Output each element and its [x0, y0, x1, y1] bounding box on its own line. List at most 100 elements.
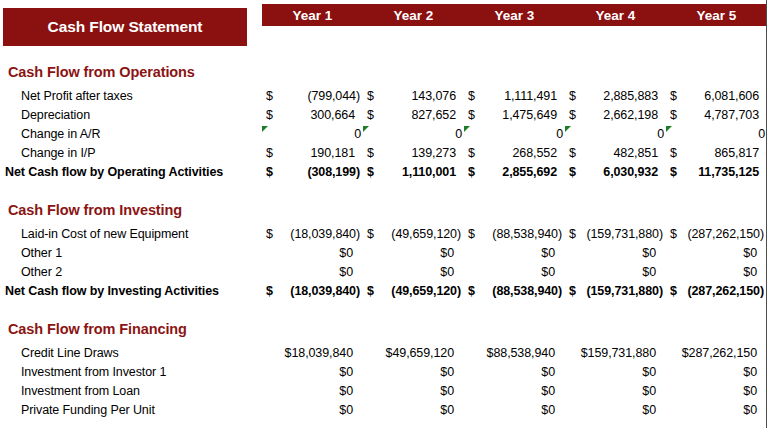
row-label[interactable]: Other 2: [0, 263, 262, 282]
row-label[interactable]: Net Cash flow by Operating Activities: [0, 163, 262, 182]
value-cell[interactable]: $827,652: [363, 106, 464, 125]
row-label[interactable]: Investment from Investor 1: [0, 363, 262, 382]
value-cell[interactable]: $0: [262, 263, 363, 282]
value-cell[interactable]: $0: [565, 401, 666, 420]
table-row: Net Cash flow by Investing Activities$(1…: [0, 282, 767, 301]
value-cell[interactable]: $49,659,120: [363, 344, 464, 363]
value-cell[interactable]: $11,735,125: [666, 163, 767, 182]
value-cell[interactable]: $0: [363, 382, 464, 401]
value-cell[interactable]: 0: [464, 125, 565, 144]
value-cell[interactable]: $0: [565, 363, 666, 382]
row-label[interactable]: Credit Line Draws: [0, 344, 262, 363]
section-header[interactable]: Cash Flow from Investing: [0, 200, 767, 221]
value-cell[interactable]: $2,855,692: [464, 163, 565, 182]
value-cell[interactable]: $482,851: [565, 144, 666, 163]
error-indicator-icon: [262, 126, 268, 132]
value-cell[interactable]: $287,262,150: [666, 344, 767, 363]
value-cell[interactable]: 0: [363, 125, 464, 144]
value-cell[interactable]: $0: [666, 363, 767, 382]
cell-value: (49,659,120): [391, 282, 461, 301]
value-cell[interactable]: $88,538,940: [464, 344, 565, 363]
value-cell[interactable]: 0: [565, 125, 666, 144]
value-cell[interactable]: $0: [464, 244, 565, 263]
value-cell[interactable]: $(18,039,840): [262, 282, 363, 301]
value-cell[interactable]: $0: [666, 263, 767, 282]
value-cell[interactable]: $0: [464, 363, 565, 382]
currency-symbol: $: [468, 282, 475, 301]
value-cell[interactable]: $0: [565, 244, 666, 263]
value-cell[interactable]: $143,076: [363, 87, 464, 106]
value-cell[interactable]: $0: [565, 382, 666, 401]
value-cell[interactable]: $0: [666, 401, 767, 420]
value-cell[interactable]: $268,552: [464, 144, 565, 163]
value-cell[interactable]: $0: [363, 401, 464, 420]
row-label[interactable]: Net Cash flow by Investing Activities: [0, 282, 262, 301]
cell-value: 268,552: [513, 144, 558, 163]
value-cell[interactable]: 0: [666, 125, 767, 144]
value-cell[interactable]: $(287,262,150): [666, 225, 767, 244]
value-cell[interactable]: $(18,039,840): [262, 225, 363, 244]
value-cell[interactable]: $0: [363, 244, 464, 263]
value-cell[interactable]: $865,817: [666, 144, 767, 163]
value-cell[interactable]: $0: [262, 401, 363, 420]
cell-value: 139,273: [412, 144, 457, 163]
row-label[interactable]: Other 1: [0, 244, 262, 263]
value-cell[interactable]: $0: [464, 382, 565, 401]
value-cell[interactable]: $0: [666, 382, 767, 401]
sections: Cash Flow from Operations Net Profit afte…: [0, 62, 767, 420]
value-cell[interactable]: $2,662,198: [565, 106, 666, 125]
value-cell[interactable]: $(88,538,940): [464, 225, 565, 244]
cell-value: (88,538,940): [492, 282, 562, 301]
value-cell[interactable]: $(49,659,120): [363, 225, 464, 244]
cell-value: 6,081,606: [704, 87, 759, 106]
value-cell[interactable]: $0: [262, 382, 363, 401]
value-cell[interactable]: $0: [565, 263, 666, 282]
row-label[interactable]: Investment from Loan: [0, 382, 262, 401]
value-cell[interactable]: 0: [262, 125, 363, 144]
section-header[interactable]: Cash Flow from Financing: [0, 319, 767, 340]
value-cell[interactable]: $(49,659,120): [363, 282, 464, 301]
value-cell[interactable]: $1,111,491: [464, 87, 565, 106]
value-cell[interactable]: $1,110,001: [363, 163, 464, 182]
value-cell[interactable]: $(799,044): [262, 87, 363, 106]
currency-symbol: $: [569, 106, 576, 125]
value-cell[interactable]: $1,475,649: [464, 106, 565, 125]
row-label[interactable]: Net Profit after taxes: [0, 87, 262, 106]
value-cell[interactable]: $190,181: [262, 144, 363, 163]
column-header-year-1[interactable]: Year 1: [262, 4, 363, 26]
value-cell[interactable]: $18,039,840: [262, 344, 363, 363]
currency-symbol: $: [266, 144, 273, 163]
value-cell[interactable]: $0: [363, 263, 464, 282]
value-cell[interactable]: $(159,731,880): [565, 282, 666, 301]
column-header-year-4[interactable]: Year 4: [565, 4, 666, 26]
cell-value: 11,735,125: [698, 163, 759, 182]
value-cell[interactable]: $0: [262, 363, 363, 382]
value-cell[interactable]: $(287,262,150): [666, 282, 767, 301]
value-cell[interactable]: $(159,731,880): [565, 225, 666, 244]
value-cell[interactable]: $0: [262, 244, 363, 263]
value-cell[interactable]: $0: [363, 363, 464, 382]
value-cell[interactable]: $2,885,883: [565, 87, 666, 106]
value-cell[interactable]: $139,273: [363, 144, 464, 163]
row-label[interactable]: Change in A/R: [0, 125, 262, 144]
row-label[interactable]: Laid-in Cost of new Equipment: [0, 225, 262, 244]
value-cell[interactable]: $0: [464, 263, 565, 282]
value-cell[interactable]: $0: [464, 401, 565, 420]
value-cell[interactable]: $4,787,703: [666, 106, 767, 125]
row-label[interactable]: Private Funding Per Unit: [0, 401, 262, 420]
value-cell[interactable]: $159,731,880: [565, 344, 666, 363]
row-label[interactable]: Change in I/P: [0, 144, 262, 163]
value-cell[interactable]: $6,030,932: [565, 163, 666, 182]
row-label[interactable]: Depreciation: [0, 106, 262, 125]
cell-value: 0: [657, 127, 664, 141]
value-cell[interactable]: $(308,199): [262, 163, 363, 182]
currency-symbol: $: [367, 163, 374, 182]
section-header[interactable]: Cash Flow from Operations: [0, 62, 767, 83]
column-header-year-3[interactable]: Year 3: [464, 4, 565, 26]
value-cell[interactable]: $ (88,538,940): [464, 282, 565, 301]
column-header-year-2[interactable]: Year 2: [363, 4, 464, 26]
column-header-year-5[interactable]: Year 5: [666, 4, 767, 26]
value-cell[interactable]: $300,664: [262, 106, 363, 125]
value-cell[interactable]: $0: [666, 244, 767, 263]
value-cell[interactable]: $6,081,606: [666, 87, 767, 106]
